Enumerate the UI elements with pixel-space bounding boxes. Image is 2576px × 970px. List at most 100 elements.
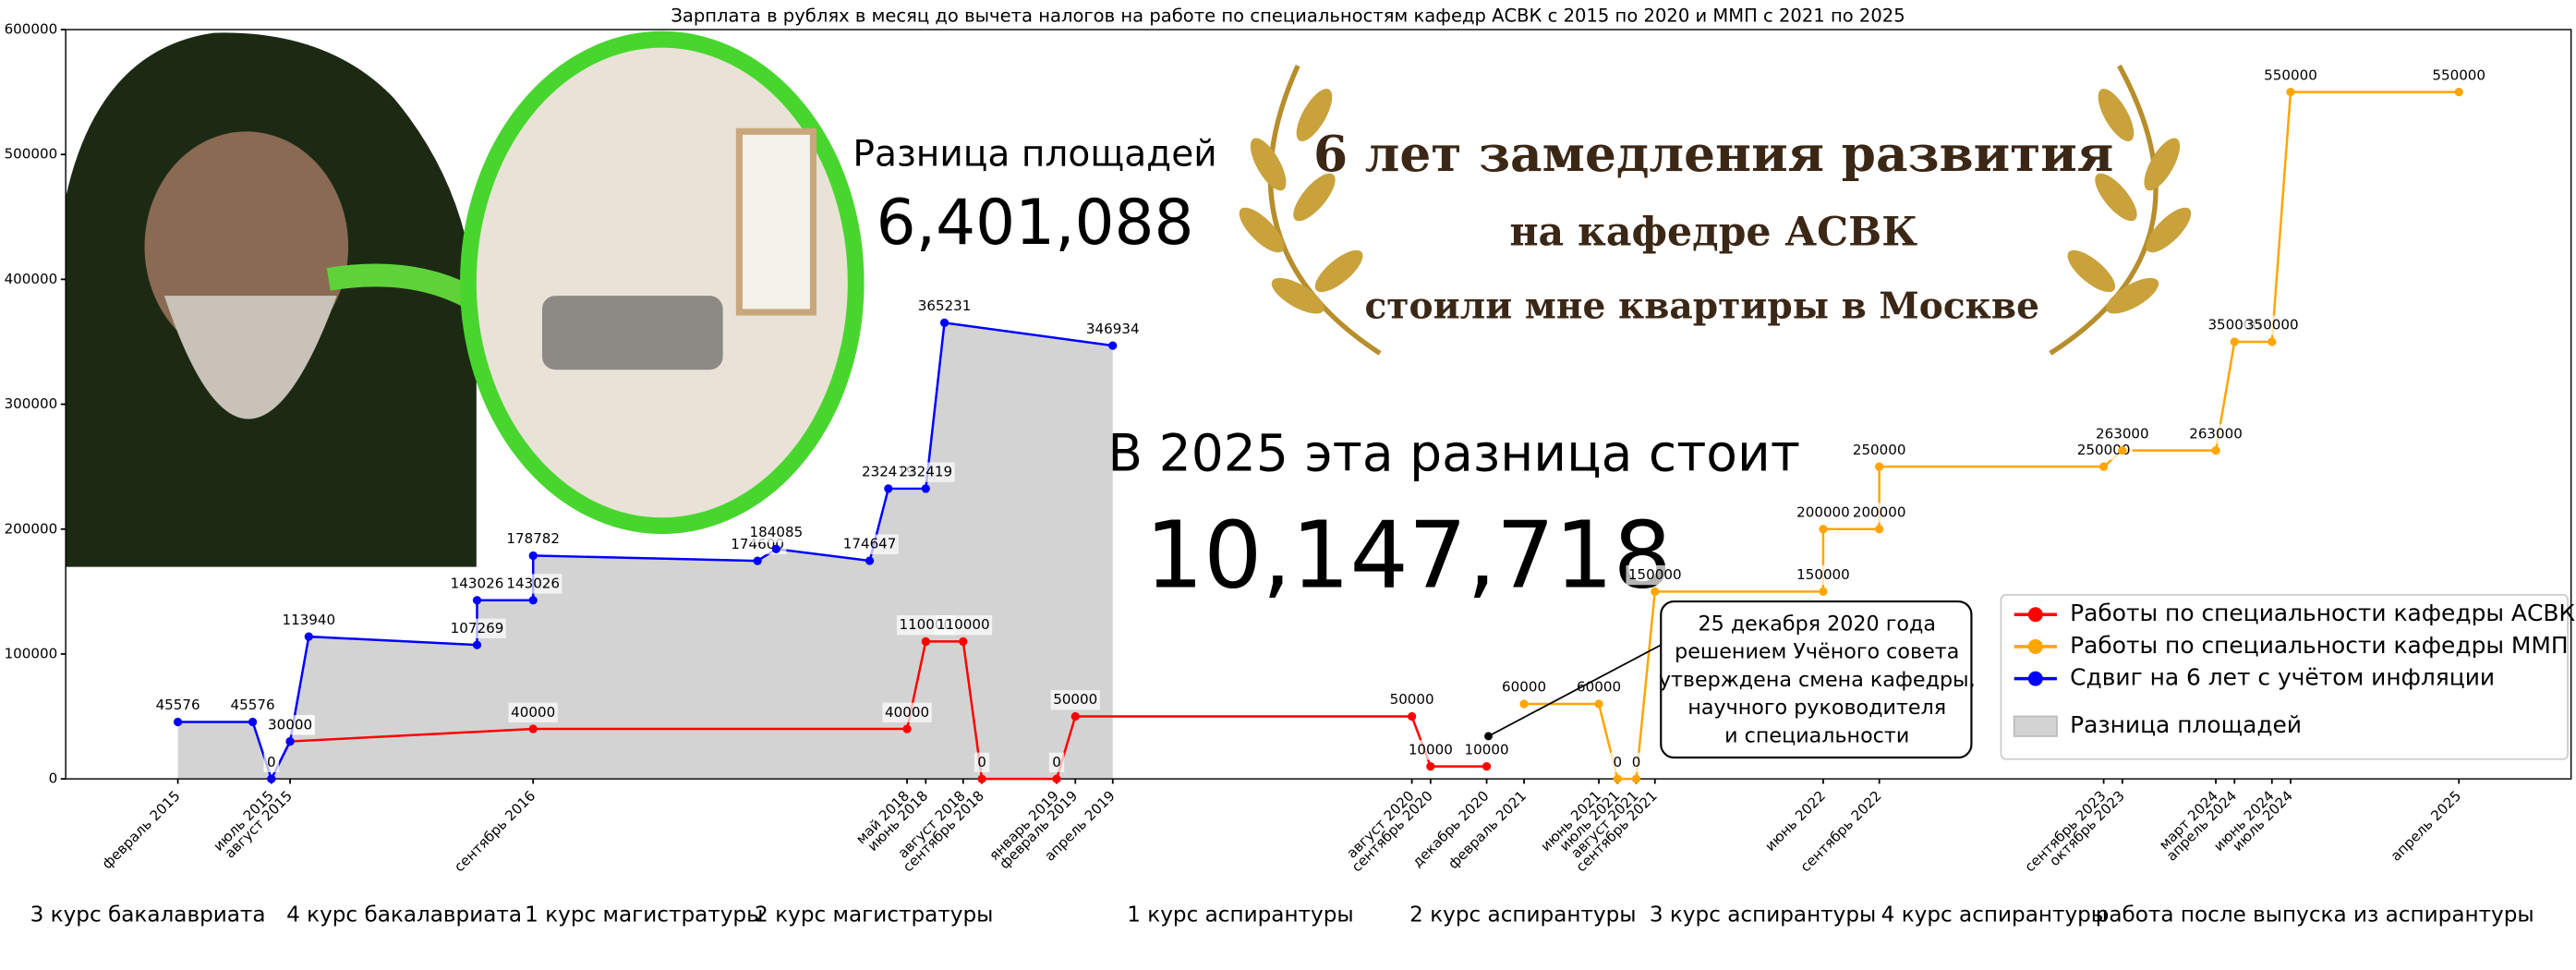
annotation-point: [1484, 732, 1493, 741]
data-label: 350000: [2245, 317, 2299, 333]
data-point: [1070, 711, 1080, 721]
data-label: 263000: [2096, 425, 2149, 442]
stage-label: работа после выпуска из аспирантуры: [2096, 903, 2534, 927]
stage-label: 2 курс магистратуры: [755, 903, 993, 927]
data-point: [884, 484, 893, 493]
stage-label: 4 курс бакалавриата: [286, 903, 522, 927]
data-point: [939, 318, 949, 328]
banner-line: стоили мне квартиры в Москве: [1364, 285, 2039, 327]
annotation-text: научного руководителя: [1687, 696, 1946, 720]
data-label: 143026: [451, 575, 504, 591]
legend-label: Разница площадей: [2070, 711, 2302, 738]
window-shape: [735, 127, 817, 316]
data-label-bg: [279, 610, 338, 630]
data-label-bg: [152, 696, 203, 716]
annotation-box: [1660, 600, 1973, 759]
annotation-text: и специальности: [1724, 723, 1909, 747]
data-label-bg: [841, 534, 899, 554]
stage-label: 3 курс аспирантуры: [1650, 903, 1876, 927]
data-point: [304, 632, 313, 641]
data-point: [865, 556, 875, 565]
legend-marker: [2027, 671, 2043, 686]
y-tick-label: 200000: [5, 520, 58, 537]
data-point: [1819, 587, 1828, 596]
data-label-bg: [2186, 424, 2245, 444]
stage-label: 2 курс аспирантуры: [1409, 903, 1636, 927]
x-tick-label: апрель 2025: [2388, 787, 2464, 864]
data-point: [1426, 761, 1435, 771]
decoration: [66, 30, 2192, 567]
data-label-bg: [882, 702, 932, 722]
data-label: 0: [977, 754, 986, 770]
data-label: 250000: [2077, 442, 2131, 458]
data-point: [528, 724, 538, 734]
banner-line: на кафедре АСВК: [1509, 209, 1917, 255]
series-line: [1524, 91, 2460, 781]
data-point: [921, 637, 930, 647]
data-label-bg: [974, 752, 990, 773]
data-label-bg: [448, 574, 506, 594]
legend-marker: [2027, 638, 2043, 654]
data-label: 30000: [268, 716, 312, 733]
legend-marker: [2027, 607, 2043, 623]
data-label: 110000: [937, 616, 990, 633]
data-point: [1407, 711, 1417, 721]
data-point: [528, 596, 538, 605]
x-tick-label: сентябрь 2023: [2022, 787, 2110, 875]
data-label-bg: [1499, 677, 1549, 697]
data-point: [267, 774, 276, 783]
data-label-bg: [1628, 752, 1644, 773]
data-point: [1482, 761, 1492, 771]
data-label-bg: [227, 696, 278, 716]
data-label-bg: [2093, 424, 2152, 444]
data-label-bg: [503, 574, 562, 594]
data-label: 60000: [1577, 679, 1621, 696]
annotation-arrow: [1488, 643, 1663, 737]
annotation-text: 25 декабря 2020 года: [1698, 612, 1936, 636]
data-label-bg: [897, 462, 955, 482]
annotation-text: решением Учёного совета: [1675, 640, 1959, 664]
data-point: [959, 637, 968, 647]
data-point: [921, 484, 930, 493]
data-label: 0: [1052, 754, 1061, 770]
y-tick-label: 600000: [5, 21, 58, 38]
data-label-bg: [508, 702, 558, 722]
sofa-shape: [541, 296, 723, 370]
data-point: [528, 551, 538, 561]
data-label-bg: [448, 618, 506, 638]
legend-box: [2000, 594, 2569, 760]
plot-area: 0100000200000300000400000500000600000фев…: [5, 21, 2572, 875]
data-point: [472, 596, 482, 605]
data-label: 178782: [506, 530, 560, 547]
laurel-right: [2049, 64, 2192, 356]
data-label: 365231: [918, 297, 972, 314]
data-label: 0: [1632, 754, 1641, 770]
stage-label: 3 курс бакалавриата: [30, 903, 266, 927]
data-point: [1819, 525, 1828, 534]
legend-label: Сдвиг на 6 лет с учётом инфляции: [2070, 664, 2495, 691]
data-point: [248, 717, 258, 727]
data-label: 550000: [2264, 67, 2317, 83]
data-label-bg: [2074, 440, 2133, 461]
data-label: 60000: [1502, 679, 1546, 696]
data-label-bg: [1406, 740, 1456, 760]
data-point: [2098, 462, 2109, 471]
data-label-bg: [265, 715, 315, 735]
data-label-bg: [1794, 503, 1853, 523]
y-tick-label: 300000: [5, 395, 58, 412]
data-point: [2211, 445, 2220, 455]
data-label: 45576: [156, 697, 200, 713]
data-label: 346934: [1086, 321, 1140, 337]
data-label: 50000: [1390, 691, 1434, 708]
data-point: [2268, 337, 2277, 346]
data-label: 40000: [885, 704, 929, 721]
legend-swatch: [2013, 715, 2058, 737]
data-point: [2118, 445, 2127, 455]
area-value: 6,401,088: [877, 186, 1194, 259]
data-label-bg: [1794, 564, 1853, 586]
data-label: 550000: [2432, 67, 2485, 83]
data-label-bg: [1083, 319, 1143, 340]
data-label: 45576: [231, 697, 275, 713]
data-point: [1875, 525, 1884, 534]
data-point: [1108, 341, 1118, 350]
